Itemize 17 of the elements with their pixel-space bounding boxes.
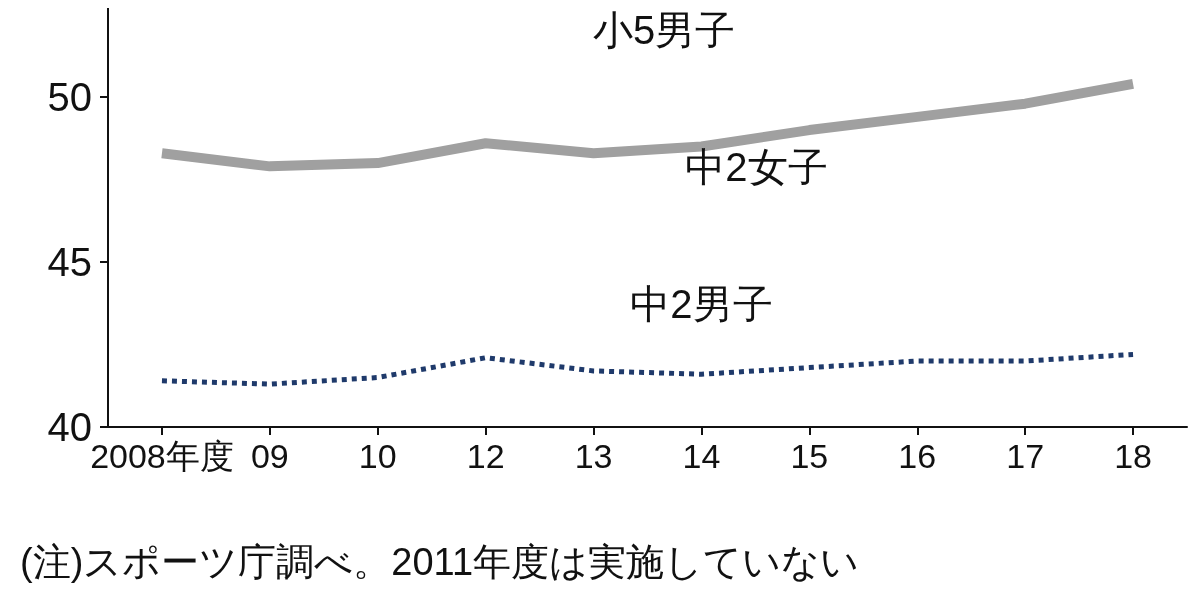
x-tick-label: 12	[466, 437, 505, 475]
text: (注)スポーツ庁調べ。2011年度は実施していない	[20, 541, 860, 583]
y-tick-label: 45	[47, 240, 92, 285]
series-label: 中2女子	[685, 144, 828, 189]
x-tick-label: 09	[250, 437, 289, 475]
x-tick-label: 10	[358, 437, 397, 475]
y-tick-label: 40	[47, 405, 92, 449]
x-tick-label: 18	[1114, 437, 1152, 475]
x-tick-label: 16	[898, 437, 937, 475]
annotation: 小5男子	[593, 8, 736, 52]
x-tick-label: 13	[574, 437, 613, 475]
y-tick-label: 50	[47, 75, 92, 120]
series-label: 中2男子	[630, 282, 773, 327]
x-tick-label: 17	[1006, 437, 1045, 475]
x-tick-label: 14	[682, 437, 721, 475]
x-tick-label: 2008年度	[90, 437, 234, 475]
x-tick-label: 15	[790, 437, 829, 475]
